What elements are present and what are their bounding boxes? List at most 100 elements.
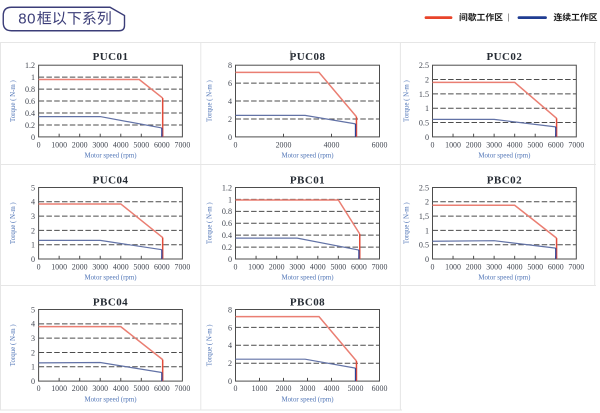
svg-text:1,5: 1,5 [419,212,429,221]
svg-text:2: 2 [31,348,35,357]
svg-text:5000: 5000 [133,384,149,393]
svg-text:4000: 4000 [113,384,129,393]
svg-text:4: 4 [228,97,232,106]
svg-text:5000: 5000 [527,140,543,149]
svg-text:4000: 4000 [507,140,523,149]
svg-text:2.5: 2.5 [419,183,429,192]
svg-text:2: 2 [425,198,429,207]
svg-text:1000: 1000 [51,384,67,393]
svg-text:3000: 3000 [92,140,108,149]
svg-text:4000: 4000 [507,262,523,271]
svg-text:0.5: 0.5 [419,241,429,250]
svg-text:Motor speed (rpm): Motor speed (rpm) [478,275,530,282]
svg-text:4: 4 [31,198,35,207]
svg-text:6: 6 [228,79,232,88]
svg-text:0: 0 [37,262,41,271]
svg-text:3000: 3000 [486,262,502,271]
svg-text:1.2: 1.2 [25,61,35,70]
svg-text:2: 2 [425,75,429,84]
svg-text:2000: 2000 [72,262,88,271]
svg-text:PUC08: PUC08 [290,51,326,63]
svg-text:6000: 6000 [154,262,170,271]
svg-text:2000: 2000 [276,140,292,149]
svg-text:5: 5 [31,183,35,192]
svg-text:5000: 5000 [133,262,149,271]
svg-text:4000: 4000 [324,384,340,393]
svg-text:Torque ( N-m ): Torque ( N-m ) [207,202,214,244]
svg-text:0: 0 [228,255,232,264]
svg-text:3: 3 [31,212,35,221]
svg-text:2000: 2000 [269,262,285,271]
svg-text:2: 2 [228,115,232,124]
svg-text:2: 2 [228,359,232,368]
svg-text:0.4: 0.4 [25,109,35,118]
svg-text:7000: 7000 [568,262,584,271]
svg-text:0.2: 0.2 [222,243,232,252]
svg-text:1: 1 [425,226,429,235]
svg-text:0: 0 [37,384,41,393]
svg-text:6000: 6000 [548,262,564,271]
svg-text:1000: 1000 [51,262,67,271]
svg-text:6000: 6000 [154,384,170,393]
svg-text:2000: 2000 [466,262,482,271]
svg-text:0.8: 0.8 [25,85,35,94]
svg-text:1000: 1000 [51,140,67,149]
svg-text:0: 0 [425,133,429,142]
svg-text:4: 4 [31,320,35,329]
svg-text:Torque ( N-m ): Torque ( N-m ) [10,202,17,244]
svg-text:Torque ( N-m ): Torque ( N-m ) [207,324,214,366]
svg-text:Torque ( N-m ): Torque ( N-m ) [404,80,411,122]
svg-text:1.5: 1.5 [419,90,429,99]
svg-text:Motor speed (rpm): Motor speed (rpm) [84,152,136,159]
svg-text:Motor speed (rpm): Motor speed (rpm) [84,396,136,403]
svg-text:8: 8 [228,305,232,314]
svg-text:3000: 3000 [92,384,108,393]
svg-text:6000: 6000 [351,262,367,271]
svg-text:0.4: 0.4 [222,231,232,240]
svg-text:PBC01: PBC01 [290,174,325,186]
svg-text:6000: 6000 [372,384,388,393]
svg-text:1: 1 [31,73,35,82]
svg-text:Motor speed (rpm): Motor speed (rpm) [281,275,333,282]
svg-text:2000: 2000 [466,140,482,149]
svg-text:5: 5 [31,305,35,314]
svg-text:6000: 6000 [372,140,388,149]
svg-text:Torque ( N-m ): Torque ( N-m ) [10,324,17,366]
svg-text:0.2: 0.2 [25,121,35,130]
svg-text:7000: 7000 [175,262,191,271]
svg-text:7000: 7000 [175,140,191,149]
svg-text:1: 1 [228,195,232,204]
svg-text:PUC02: PUC02 [486,51,522,63]
svg-text:6: 6 [228,323,232,332]
svg-text:3000: 3000 [289,262,305,271]
svg-text:PBC08: PBC08 [290,296,325,308]
svg-text:4000: 4000 [310,262,326,271]
svg-text:0: 0 [37,140,41,149]
svg-text:5000: 5000 [527,262,543,271]
svg-text:2000: 2000 [72,140,88,149]
svg-text:0: 0 [431,262,435,271]
svg-text:0: 0 [234,140,238,149]
svg-text:7000: 7000 [568,140,584,149]
svg-text:Motor speed (rpm): Motor speed (rpm) [478,152,530,159]
svg-text:2000: 2000 [72,384,88,393]
svg-text:0: 0 [234,384,238,393]
svg-text:3000: 3000 [486,140,502,149]
svg-text:1: 1 [425,104,429,113]
svg-text:3: 3 [31,334,35,343]
svg-text:Torque ( N-m ): Torque ( N-m ) [10,80,17,122]
svg-text:5000: 5000 [330,262,346,271]
svg-text:0.5: 0.5 [419,118,429,127]
svg-text:1: 1 [31,241,35,250]
svg-text:Motor speed (rpm): Motor speed (rpm) [281,396,333,403]
svg-text:6000: 6000 [154,140,170,149]
svg-text:0: 0 [431,140,435,149]
svg-text:1: 1 [31,363,35,372]
svg-text:4: 4 [228,341,232,350]
svg-text:0: 0 [31,377,35,386]
svg-text:Torque ( N-m ): Torque ( N-m ) [404,202,411,244]
svg-text:Motor speed (rpm): Motor speed (rpm) [84,275,136,282]
svg-text:3000: 3000 [300,384,316,393]
svg-text:3000: 3000 [92,262,108,271]
svg-text:0.6: 0.6 [222,219,232,228]
